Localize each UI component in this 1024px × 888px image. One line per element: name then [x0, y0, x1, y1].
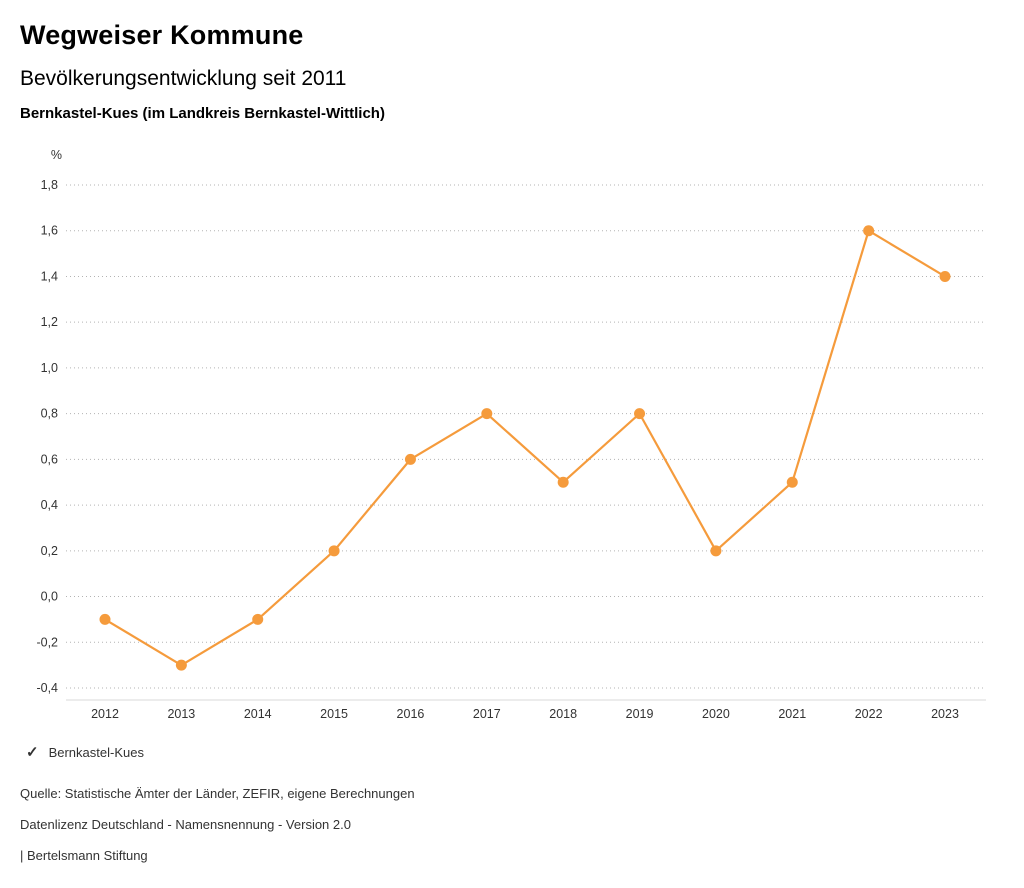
population-line-chart: % -0,4 -0,2 0,0 0,2 0,4 0,6 0,8 1,0 1,2 1,4 1,6 1,8 2…: [36, 148, 986, 721]
x-tick-label: 2020: [702, 707, 730, 721]
data-point[interactable]: [634, 408, 646, 420]
license-note: Datenlizenz Deutschland - Namensnennung …: [20, 817, 351, 832]
y-axis-unit-label: %: [51, 148, 62, 162]
y-tick-label: 1,2: [41, 315, 58, 329]
y-tick-label: -0,2: [36, 635, 58, 649]
y-tick-label: 0,0: [41, 590, 58, 604]
x-tick-label: 2012: [91, 707, 119, 721]
y-tick-label: 0,6: [41, 452, 58, 466]
x-tick-label: 2016: [397, 707, 425, 721]
x-tick-label: 2017: [473, 707, 501, 721]
x-tick-label: 2018: [549, 707, 577, 721]
data-point[interactable]: [481, 408, 493, 420]
y-tick-label: 0,4: [41, 498, 58, 512]
x-tick-label: 2023: [931, 707, 959, 721]
x-tick-label: 2013: [167, 707, 195, 721]
y-tick-label: 1,6: [41, 224, 58, 238]
legend-check-icon: ✓: [26, 744, 39, 761]
chart-title: Bevölkerungsentwicklung seit 2011: [20, 67, 347, 90]
series-line: [103, 229, 947, 667]
data-point[interactable]: [710, 545, 722, 557]
data-point[interactable]: [786, 476, 798, 488]
x-tick-label: 2021: [778, 707, 806, 721]
data-point[interactable]: [863, 225, 875, 237]
legend-label: Bernkastel-Kues: [48, 745, 144, 760]
data-point[interactable]: [252, 613, 264, 625]
x-tick-label: 2014: [244, 707, 272, 721]
x-tick-label: 2015: [320, 707, 348, 721]
data-point[interactable]: [99, 613, 111, 625]
data-point[interactable]: [557, 476, 569, 488]
chart-region-subtitle: Bernkastel-Kues (im Landkreis Bernkastel…: [20, 105, 385, 122]
y-tick-label: 1,0: [41, 361, 58, 375]
legend-item-bernkastel-kues[interactable]: ✓ Bernkastel-Kues: [26, 745, 144, 760]
y-tick-label: 0,2: [41, 544, 58, 558]
page-title: Wegweiser Kommune: [20, 20, 304, 50]
y-tick-label: 0,8: [41, 407, 58, 421]
attribution-note: | Bertelsmann Stiftung: [20, 848, 148, 863]
x-tick-label: 2019: [626, 707, 654, 721]
x-tick-label: 2022: [855, 707, 883, 721]
data-point[interactable]: [404, 453, 416, 465]
data-point[interactable]: [939, 270, 951, 282]
source-note: Quelle: Statistische Ämter der Länder, Z…: [20, 786, 415, 801]
y-tick-label: 1,4: [41, 269, 58, 283]
data-point[interactable]: [328, 545, 340, 557]
y-tick-label: 1,8: [41, 178, 58, 192]
data-point[interactable]: [175, 659, 187, 671]
y-tick-label: -0,4: [36, 681, 58, 695]
